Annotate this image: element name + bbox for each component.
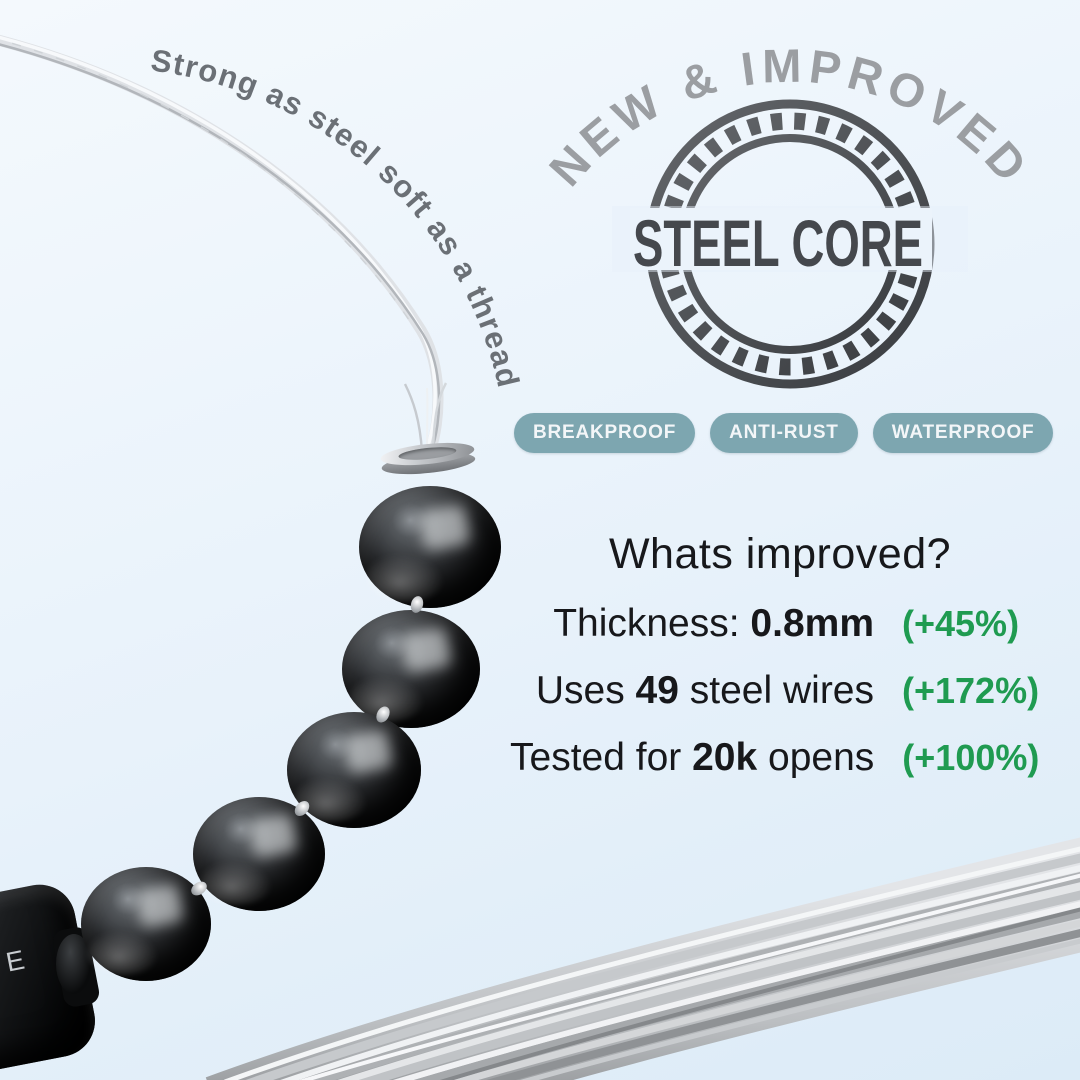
row-prefix: Thickness: [553,602,751,645]
improvement-row-thickness: Thickness: 0.8mm (+45%) [510,602,1050,646]
row-suffix: opens [757,736,875,779]
improvement-row-opens: Tested for 20k opens (+100%) [510,736,1050,780]
pill-breakproof: BREAKPROOF [514,413,696,453]
improvements-heading: Whats improved? [608,530,952,578]
pill-anti-rust: ANTI-RUST [710,413,858,453]
row-prefix: Tested for [510,736,693,779]
improvement-delta: (+100%) [902,737,1040,778]
tagline-text: Strong as steel soft as a thread [149,43,525,392]
pill-label: WATERPROOF [891,422,1035,443]
row-highlight: 49 [635,669,679,712]
pill-label: ANTI-RUST [729,422,839,443]
row-prefix: Uses [535,669,636,712]
pill-label: BREAKPROOF [533,422,677,443]
tagline-curved-text: Strong as steel soft as a thread [149,43,526,392]
stamp-label: STEEL CORE [633,207,923,280]
brand-engraving: RIZE [0,942,37,992]
improvement-text: Thickness: 0.8mm [510,602,874,646]
svg-text:NEW & IMPROVED: NEW & IMPROVED [539,39,1042,196]
steel-cable-photo [205,837,1080,1080]
bracelet-bead [193,797,325,911]
feature-pills: BREAKPROOF ANTI-RUST WATERPROOF [514,413,1054,453]
bracelet-bead [359,486,501,608]
pill-waterproof: WATERPROOF [872,413,1054,453]
steel-core-stamp: NEW & IMPROVED STEEL CORE [539,39,1042,389]
bracelet-bead [342,610,480,728]
bracelet-bead [81,867,211,981]
svg-text:Strong as steel soft as a thre: Strong as steel soft as a thread [149,43,526,392]
improvement-row-wires: Uses 49 steel wires (+172%) [510,669,1050,713]
row-highlight: 0.8mm [750,602,874,645]
improvement-text: Tested for 20k opens [510,736,874,780]
improvements-block: Whats improved? Thickness: 0.8mm (+45%) … [510,530,1050,780]
stamp-arc-text: NEW & IMPROVED [539,39,1036,196]
steel-thread-wire [0,34,448,454]
improvement-delta: (+172%) [902,670,1040,711]
stamp-ring: STEEL CORE [612,99,968,389]
row-suffix: steel wires [678,669,874,712]
improvement-text: Uses 49 steel wires [510,669,874,713]
bracelet-bead [287,712,421,828]
row-highlight: 20k [692,736,758,779]
improvement-delta: (+45%) [902,603,1020,644]
